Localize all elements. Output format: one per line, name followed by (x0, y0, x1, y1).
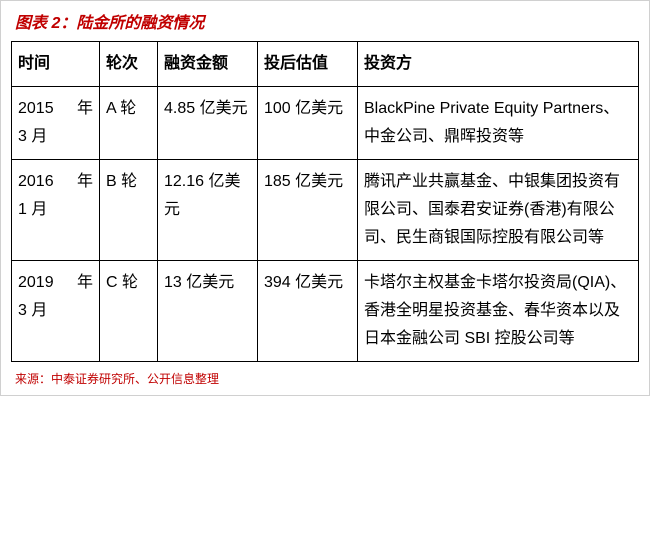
cell-amount: 4.85 亿美元 (158, 87, 258, 160)
cell-investors: BlackPine Private Equity Partners、中金公司、鼎… (358, 87, 639, 160)
col-time: 时间 (12, 42, 100, 87)
cell-time: 2019 年 3 月 (12, 261, 100, 362)
table-row: 2015 年 3 月 A 轮 4.85 亿美元 100 亿美元 BlackPin… (12, 87, 639, 160)
funding-table: 时间 轮次 融资金额 投后估值 投资方 2015 年 3 月 A 轮 4.85 … (11, 41, 639, 362)
time-line2: 3 月 (18, 297, 93, 325)
figure-container: 图表 2：陆金所的融资情况 时间 轮次 融资金额 投后估值 投资方 2015 年… (0, 0, 650, 396)
cell-valuation: 185 亿美元 (258, 160, 358, 261)
cell-time: 2015 年 3 月 (12, 87, 100, 160)
cell-round: A 轮 (100, 87, 158, 160)
cell-round: C 轮 (100, 261, 158, 362)
figure-title: 图表 2：陆金所的融资情况 (15, 9, 639, 33)
col-round: 轮次 (100, 42, 158, 87)
col-investors: 投资方 (358, 42, 639, 87)
table-row: 2019 年 3 月 C 轮 13 亿美元 394 亿美元 卡塔尔主权基金卡塔尔… (12, 261, 639, 362)
cell-investors: 腾讯产业共赢基金、中银集团投资有限公司、国泰君安证券(香港)有限公司、民生商银国… (358, 160, 639, 261)
table-header-row: 时间 轮次 融资金额 投后估值 投资方 (12, 42, 639, 87)
cell-investors: 卡塔尔主权基金卡塔尔投资局(QIA)、香港全明星投资基金、春华资本以及日本金融公… (358, 261, 639, 362)
figure-source: 来源：中泰证券研究所、公开信息整理 (15, 370, 639, 387)
time-line2: 3 月 (18, 123, 93, 151)
table-row: 2016 年 1 月 B 轮 12.16 亿美元 185 亿美元 腾讯产业共赢基… (12, 160, 639, 261)
col-valuation: 投后估值 (258, 42, 358, 87)
cell-time: 2016 年 1 月 (12, 160, 100, 261)
cell-valuation: 394 亿美元 (258, 261, 358, 362)
cell-valuation: 100 亿美元 (258, 87, 358, 160)
time-line2: 1 月 (18, 196, 93, 224)
cell-amount: 12.16 亿美元 (158, 160, 258, 261)
time-line1: 2019 年 (18, 269, 93, 297)
col-amount: 融资金额 (158, 42, 258, 87)
time-line1: 2016 年 (18, 168, 93, 196)
cell-amount: 13 亿美元 (158, 261, 258, 362)
cell-round: B 轮 (100, 160, 158, 261)
time-line1: 2015 年 (18, 95, 93, 123)
